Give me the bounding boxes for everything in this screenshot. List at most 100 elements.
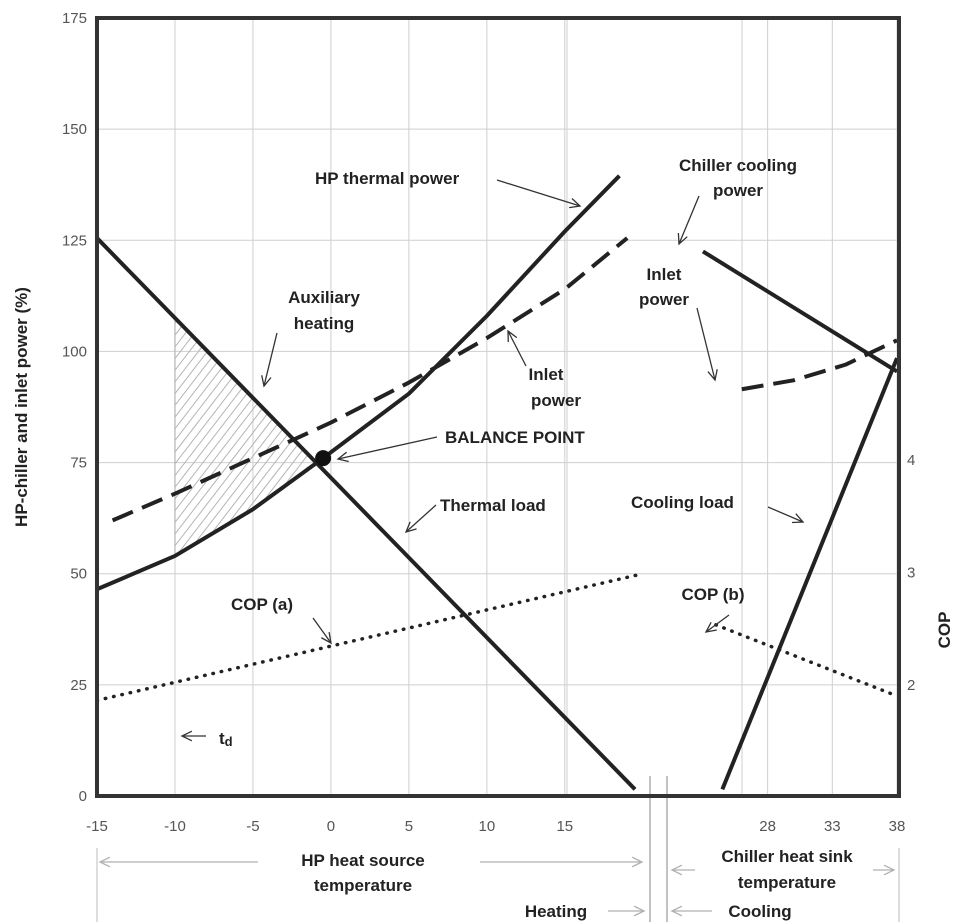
y2-axis-title: COP: [935, 612, 954, 649]
arrow-hp-source-right-head: [631, 856, 644, 868]
arrow-hp-source-right: [480, 856, 644, 868]
arrow-chiller-left: [670, 864, 695, 876]
arrow-td-head: [180, 730, 193, 742]
label-auxiliary-2: heating: [294, 314, 354, 333]
balance-point-marker: [315, 450, 332, 467]
hatch-line: [174, 317, 257, 556]
arrow-inlet-heating-head: [507, 329, 518, 343]
arrow-chiller-power-shaft: [678, 195, 700, 245]
label-balance-point: BALANCE POINT: [445, 428, 585, 447]
series-cop-a--heating: [95, 571, 645, 703]
series-cop-b--cooling: [714, 623, 899, 698]
x-tick-label--10: -10: [164, 818, 186, 835]
y-tick-label-0: 0: [79, 788, 87, 805]
arrow-cop-a-shaft: [312, 617, 332, 644]
arrow-cop-b: [704, 614, 730, 633]
label-cop-b: COP (b): [682, 585, 745, 604]
hatch-line: [226, 317, 308, 556]
grid: [96, 17, 900, 922]
arrow-thermal-load-head: [404, 521, 417, 533]
x-tick-label-15: 15: [556, 818, 573, 835]
y-tick-label-25: 25: [70, 677, 87, 694]
arrow-chiller-right-head: [883, 864, 896, 876]
arrow-hp-thermal-head: [569, 197, 582, 209]
hatch-line: [0, 300, 4, 560]
label-hp-thermal-power: HP thermal power: [315, 169, 460, 188]
arrow-cop-b-shaft: [705, 614, 730, 633]
arrow-cop-b-head: [704, 621, 717, 633]
label-inlet-cooling-1: Inlet: [647, 265, 682, 284]
series-hp-thermal-power-heating: [96, 174, 621, 592]
arrow-inlet-cooling: [696, 307, 718, 382]
hatch-line: [174, 317, 275, 556]
arrow-chiller-right: [873, 864, 896, 876]
arrow-cooling-load-head: [791, 513, 805, 524]
label-td: td: [219, 729, 233, 749]
arrow-auxiliary-shaft: [263, 332, 278, 387]
arrow-cooling-head: [670, 905, 683, 917]
arrow-chiller-power-head: [677, 232, 688, 246]
label-inlet-cooling-2: power: [639, 290, 689, 309]
arrow-thermal-load-shaft: [405, 504, 437, 533]
arrow-inlet-heating: [507, 329, 527, 367]
arrow-thermal-load: [404, 504, 437, 533]
plot-border: [95, 16, 901, 798]
series-thermal-load-heating: [95, 236, 637, 791]
arrow-td: [180, 730, 206, 742]
hatch-line: [174, 317, 212, 556]
arrow-inlet-heating-shaft: [507, 330, 527, 367]
hatch-line: [174, 317, 308, 556]
label-cooling: Cooling: [728, 902, 791, 921]
x-tick-label-0: 0: [327, 818, 335, 835]
y-tick-label-150: 150: [62, 121, 87, 138]
hatch-line: [174, 317, 308, 556]
hatch-line: [208, 317, 308, 556]
hatch-line: [0, 300, 67, 560]
hatch-line: [174, 317, 293, 556]
hatch-line: [235, 317, 308, 556]
arrow-cooling: [670, 905, 712, 917]
arrow-cop-a-head: [321, 632, 332, 645]
arrow-heating-head: [633, 905, 646, 917]
label-td-sub: d: [225, 734, 233, 749]
x-tick-label--5: -5: [246, 818, 259, 835]
label-inlet-heating-1: Inlet: [529, 365, 564, 384]
arrow-hp-source-left-head: [98, 856, 111, 868]
y2-tick-label-4: 4: [907, 452, 915, 469]
y2-tick-label-3: 3: [907, 565, 915, 582]
label-hp-heat-source-2: temperature: [314, 876, 412, 895]
label-chiller-cooling-power-2: power: [713, 181, 763, 200]
arrow-balance-head: [336, 451, 349, 463]
annotations: [98, 179, 896, 917]
series-inlet-power-cooling: [741, 338, 898, 392]
label-td-main: t: [219, 729, 225, 748]
hatch-line: [174, 317, 308, 556]
arrow-balance: [336, 436, 438, 463]
label-inlet-heating-2: power: [531, 391, 581, 410]
arrow-balance-shaft: [337, 436, 438, 460]
arrow-chiller-power: [677, 195, 700, 246]
arrow-chiller-left-head: [670, 864, 683, 876]
label-thermal-load: Thermal load: [440, 496, 546, 515]
x-tick-label--15: -15: [86, 818, 108, 835]
label-cop-a: COP (a): [231, 595, 293, 614]
label-chiller-cooling-power-1: Chiller cooling: [679, 156, 797, 175]
x-tick-label-28: 28: [759, 818, 776, 835]
y-tick-label-100: 100: [62, 343, 87, 360]
tick-labels: 0 25 50 75 100 125 150 175 -15 -10 -5 0 5 10 15 28 33 38 2…: [62, 10, 915, 835]
arrow-cooling-load-shaft: [767, 506, 804, 523]
hatch-line: [174, 317, 239, 556]
x-tick-label-38: 38: [889, 818, 906, 835]
x-tick-label-5: 5: [405, 818, 413, 835]
arrow-auxiliary: [261, 332, 278, 388]
hatch-line: [174, 317, 302, 556]
arrow-hp-thermal: [496, 179, 582, 209]
hatch-line: [174, 317, 203, 556]
arrow-heating: [608, 905, 646, 917]
label-heating: Heating: [525, 902, 587, 921]
y-tick-label-50: 50: [70, 566, 87, 583]
arrow-cop-a: [312, 617, 332, 645]
hatch-line: [174, 317, 308, 556]
x-tick-label-10: 10: [479, 818, 496, 835]
label-auxiliary-1: Auxiliary: [288, 288, 360, 307]
